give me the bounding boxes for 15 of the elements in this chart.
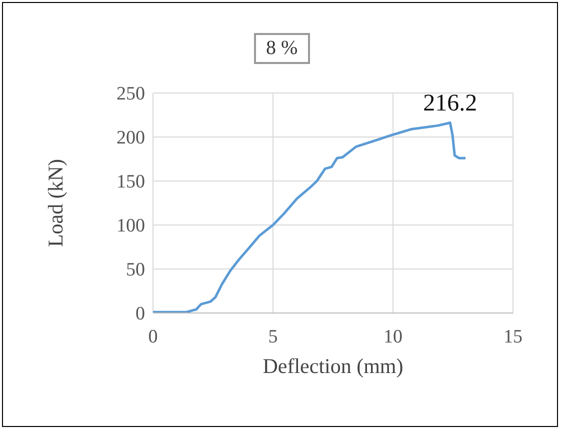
x-tick-label: 15: [504, 326, 522, 348]
y-tick-label: 150: [116, 172, 145, 193]
x-tick-label: 10: [384, 326, 402, 348]
y-tick-label: 100: [116, 216, 145, 237]
y-tick-label: 0: [136, 304, 145, 325]
line-series: [153, 121, 467, 313]
y-axis-title: Load (kN): [43, 158, 68, 248]
y-tick-label: 250: [116, 84, 145, 105]
y-tick-label: 200: [116, 128, 145, 149]
x-tick-label: 0: [148, 326, 158, 348]
y-tick-label: 50: [126, 260, 145, 281]
x-axis-title: Deflection (mm): [262, 354, 404, 378]
chart-title: 8 %: [254, 33, 310, 64]
x-tick-label: 5: [268, 326, 278, 348]
annotation: 216.2: [423, 90, 478, 117]
